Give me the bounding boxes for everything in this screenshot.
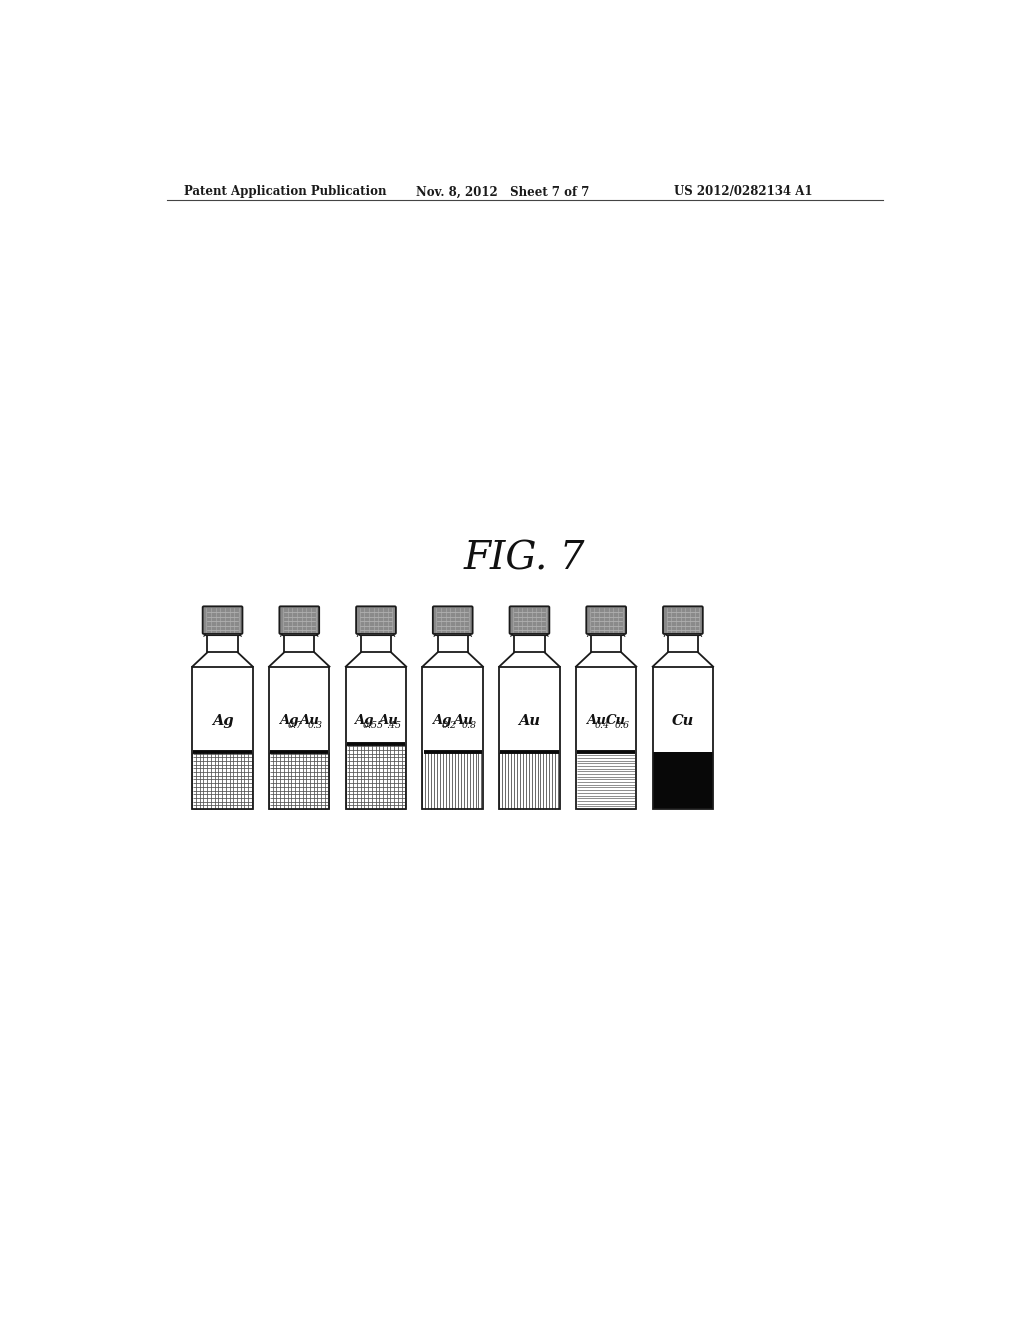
Text: 0.2: 0.2 — [441, 721, 457, 730]
Bar — [346, 667, 407, 809]
FancyBboxPatch shape — [280, 606, 319, 634]
Text: Ag: Ag — [432, 714, 452, 727]
Text: Au: Au — [586, 714, 606, 727]
Bar — [500, 667, 560, 809]
FancyBboxPatch shape — [510, 606, 549, 634]
Text: Ag: Ag — [354, 714, 374, 727]
Bar — [205, 632, 240, 635]
Text: 0.8: 0.8 — [462, 721, 476, 730]
Bar — [591, 632, 622, 652]
Bar — [500, 667, 560, 809]
Text: US 2012/0282134 A1: US 2012/0282134 A1 — [675, 185, 813, 198]
Bar — [269, 667, 330, 752]
Text: 0.55: 0.55 — [362, 721, 384, 730]
Bar — [575, 667, 636, 809]
Bar — [652, 667, 713, 809]
Text: Patent Application Publication: Patent Application Publication — [183, 185, 386, 198]
FancyBboxPatch shape — [356, 606, 396, 634]
Text: .45: .45 — [387, 721, 401, 730]
Bar — [589, 632, 624, 635]
Bar — [435, 632, 470, 635]
Text: Au: Au — [453, 714, 473, 727]
Bar — [423, 667, 483, 752]
Bar — [652, 752, 713, 809]
Bar — [500, 667, 560, 752]
FancyBboxPatch shape — [663, 606, 702, 634]
Text: Au: Au — [518, 714, 541, 727]
Bar — [208, 632, 238, 652]
Bar — [360, 632, 391, 652]
Bar — [652, 667, 713, 752]
Bar — [346, 667, 407, 809]
Text: Ag: Ag — [212, 714, 233, 727]
Text: FIG. 7: FIG. 7 — [464, 540, 586, 577]
Text: Ag: Ag — [279, 714, 298, 727]
Text: Nov. 8, 2012   Sheet 7 of 7: Nov. 8, 2012 Sheet 7 of 7 — [417, 185, 590, 198]
FancyBboxPatch shape — [203, 606, 243, 634]
Bar — [193, 667, 253, 809]
Text: Cu: Cu — [672, 714, 694, 727]
Text: Au: Au — [378, 714, 397, 727]
Bar — [514, 632, 545, 652]
Bar — [346, 667, 407, 743]
FancyBboxPatch shape — [587, 606, 626, 634]
Bar — [269, 667, 330, 809]
Bar — [423, 667, 483, 809]
Bar — [193, 667, 253, 752]
Bar — [423, 667, 483, 809]
Text: Au: Au — [299, 714, 319, 727]
Bar — [285, 632, 314, 652]
Bar — [437, 632, 468, 652]
Bar — [575, 667, 636, 752]
Text: 0.3: 0.3 — [308, 721, 324, 730]
Bar — [269, 667, 330, 809]
Text: 0.7: 0.7 — [288, 721, 303, 730]
Bar — [358, 632, 393, 635]
Bar — [668, 632, 698, 652]
Bar — [282, 632, 316, 635]
Bar — [652, 667, 713, 809]
Bar — [575, 667, 636, 809]
Bar — [666, 632, 700, 635]
Bar — [512, 632, 547, 635]
Text: 0.6: 0.6 — [615, 721, 630, 730]
FancyBboxPatch shape — [433, 606, 473, 634]
Text: 0.4: 0.4 — [595, 721, 609, 730]
Bar — [193, 667, 253, 809]
Text: Cu: Cu — [606, 714, 627, 727]
